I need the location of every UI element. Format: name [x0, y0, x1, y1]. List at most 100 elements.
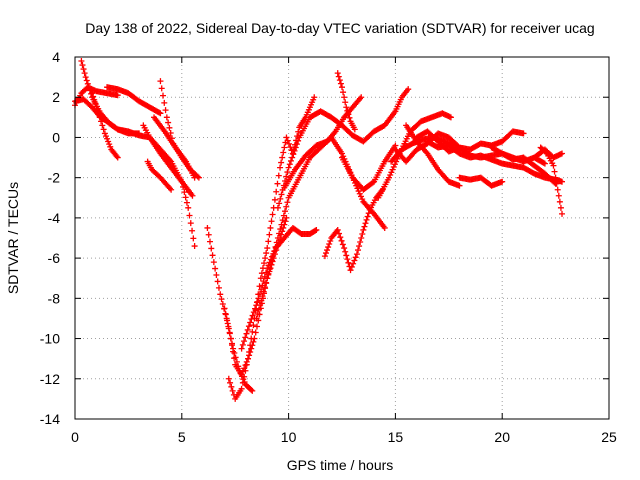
data-point [287, 157, 294, 164]
data-point [293, 141, 300, 148]
data-point [256, 283, 263, 290]
data-point [270, 252, 277, 259]
data-point [248, 386, 255, 393]
data-point [217, 291, 224, 298]
x-tick-label: 25 [601, 429, 617, 445]
data-point [362, 220, 369, 227]
data-point [100, 126, 107, 133]
data-point [312, 227, 319, 234]
data-point [261, 260, 268, 267]
data-point [360, 226, 367, 233]
data-point [90, 93, 97, 100]
data-point [191, 174, 198, 181]
y-tick-label: 2 [52, 89, 60, 105]
data-point [93, 103, 100, 110]
data-point [356, 243, 363, 250]
data-point [205, 231, 212, 238]
data-point [245, 323, 252, 330]
data-point [322, 250, 329, 257]
data-point [250, 309, 257, 316]
data-point [255, 306, 262, 313]
data-point [165, 119, 172, 126]
data-point [241, 338, 248, 345]
data-point [248, 316, 255, 323]
data-point [208, 245, 215, 252]
data-point [287, 144, 294, 151]
data-point [285, 164, 292, 171]
data-point [162, 107, 169, 114]
data-point [267, 256, 274, 263]
data-point [114, 92, 121, 99]
data-point [250, 338, 257, 345]
data-point [405, 86, 412, 93]
data-point [206, 238, 213, 245]
series-track-20 [375, 110, 454, 201]
data-point [325, 244, 332, 251]
x-tick-label: 20 [494, 429, 510, 445]
data-point [344, 107, 351, 114]
data-point [311, 94, 318, 101]
data-point [277, 226, 284, 233]
x-axis-label: GPS time / hours [287, 457, 394, 473]
series-track-26 [456, 174, 506, 189]
data-point [276, 230, 283, 237]
y-tick-label: -14 [40, 411, 60, 427]
data-point [357, 193, 364, 200]
data-point [389, 166, 396, 173]
data-point [163, 114, 170, 121]
data-point [351, 126, 358, 133]
data-point [212, 265, 219, 272]
data-point [95, 110, 102, 117]
data-point [262, 255, 269, 262]
data-point [559, 178, 566, 185]
data-point [334, 70, 341, 77]
data-point [268, 218, 275, 225]
data-point [348, 263, 355, 270]
data-point [114, 154, 121, 161]
data-point [247, 342, 254, 349]
data-point [337, 80, 344, 87]
x-tick-label: 10 [281, 429, 297, 445]
data-point [327, 238, 334, 245]
data-point [181, 189, 188, 196]
data-points [72, 58, 566, 402]
data-point [520, 130, 527, 137]
data-point [157, 78, 164, 85]
data-point [387, 171, 394, 178]
data-point [218, 296, 225, 303]
y-tick-label: -2 [48, 170, 61, 186]
data-point [221, 305, 228, 312]
data-point [278, 221, 285, 228]
data-point [78, 58, 85, 65]
data-point [248, 345, 255, 352]
data-point [345, 111, 352, 118]
data-point [253, 315, 260, 322]
data-point [335, 73, 342, 80]
data-point [239, 379, 246, 386]
data-point [343, 252, 350, 259]
series-track-19 [339, 142, 399, 193]
data-point [540, 159, 547, 166]
data-point [551, 168, 558, 175]
data-point [229, 387, 236, 394]
data-point [104, 135, 111, 142]
data-point [356, 190, 363, 197]
data-point [191, 243, 198, 250]
chart-title: Day 138 of 2022, Sidereal Day-to-day VTE… [85, 20, 594, 36]
data-point [381, 224, 388, 231]
data-point [267, 224, 274, 231]
data-point [94, 106, 101, 113]
y-tick-label: 4 [52, 49, 60, 65]
y-tick-label: -4 [48, 210, 61, 226]
data-point [243, 330, 250, 337]
data-point [555, 192, 562, 199]
data-point [263, 250, 270, 257]
data-point [258, 297, 265, 304]
data-point [265, 238, 272, 245]
x-tick-label: 5 [178, 429, 186, 445]
data-point [273, 188, 280, 195]
data-point [344, 256, 351, 263]
grid-lines [75, 57, 609, 419]
data-point [284, 199, 291, 206]
